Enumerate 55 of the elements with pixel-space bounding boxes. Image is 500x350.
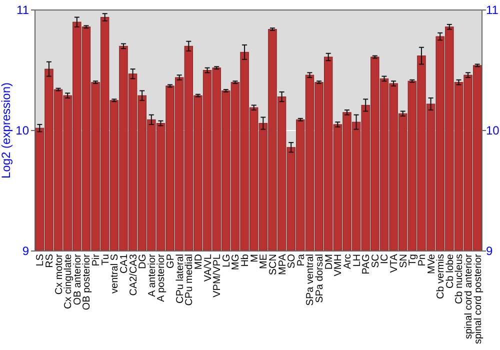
x-tick-label: A posterior — [156, 253, 168, 302]
x-tick-label: Cb lobe — [444, 254, 456, 288]
x-tick-label: SPa dorsal — [314, 254, 326, 303]
x-tick-label: Pir — [91, 253, 102, 266]
x-tick-label: SPa ventral — [305, 254, 316, 306]
x-tick-label: ventral S — [110, 254, 121, 294]
x-tick-label: Cx cingulate — [63, 254, 74, 310]
x-tick-label: Arc — [342, 254, 354, 269]
x-tick-label: Pa — [296, 254, 307, 266]
x-tick-label: MG — [230, 254, 242, 270]
x-tick-label: A anterior — [146, 253, 158, 297]
x-tick-label: VTA — [389, 254, 400, 273]
x-tick-label: IC — [380, 254, 391, 264]
x-tick-label: CPu medial — [184, 254, 196, 306]
x-tick-label: SCN — [268, 254, 279, 276]
y-tick-label: 11 — [16, 3, 30, 18]
x-tick-label: MVe — [426, 254, 438, 274]
x-tick-label: OB posterior — [82, 253, 93, 310]
x-tick-label: Hb — [240, 254, 252, 267]
x-tick-label: M — [249, 254, 260, 262]
x-tick-label: LS — [35, 254, 46, 266]
x-tick-label: SC — [370, 254, 382, 268]
x-tick-label: VPM/VPL — [212, 254, 224, 298]
x-tick-label: VA/VL — [202, 254, 214, 282]
x-tick-label: Tg — [408, 254, 419, 266]
x-tick-label: Cx motor — [54, 253, 65, 295]
x-tick-label: LH — [352, 254, 363, 267]
x-tick-label: CA1 — [118, 254, 130, 274]
y-tick-label: 10 — [16, 124, 30, 138]
x-tick-label: spinal cord anterior — [464, 253, 475, 340]
x-tick-label: MPA — [277, 254, 288, 275]
x-tick-label: VMH — [333, 254, 344, 276]
y2-tick-label: 10 — [486, 124, 500, 138]
x-tick-label: RS — [44, 254, 56, 268]
y-tick-label: 9 — [22, 244, 30, 258]
x-tick-label: DG — [138, 254, 149, 269]
x-tick-label: SO — [286, 254, 298, 268]
x-tick-label: OB anterior — [72, 253, 84, 306]
x-tick-label: spinal cord posterior — [472, 253, 484, 344]
x-tick-label: PAG — [361, 254, 372, 274]
x-tick-label: Cb vermis — [436, 254, 447, 300]
x-tick-label: Pn — [416, 254, 428, 266]
x-tick-label: LG — [221, 254, 232, 268]
y-axis-title: Log2 (expression) — [0, 82, 13, 179]
x-tick-label: Tu — [100, 254, 112, 266]
x-tick-label: ME — [258, 254, 270, 269]
x-tick-label: DM — [324, 254, 335, 270]
x-tick-label: SN — [398, 254, 410, 268]
y2-tick-label: 11 — [486, 3, 499, 18]
x-tick-label: CPu lateral — [174, 254, 186, 304]
x-tick-label: CA2/CA3 — [128, 254, 140, 296]
x-tick-label: Cb nucleus — [454, 254, 466, 304]
y2-tick-label: 9 — [486, 244, 493, 258]
x-tick-label: MD — [193, 254, 204, 270]
x-tick-label: GP — [166, 254, 177, 268]
